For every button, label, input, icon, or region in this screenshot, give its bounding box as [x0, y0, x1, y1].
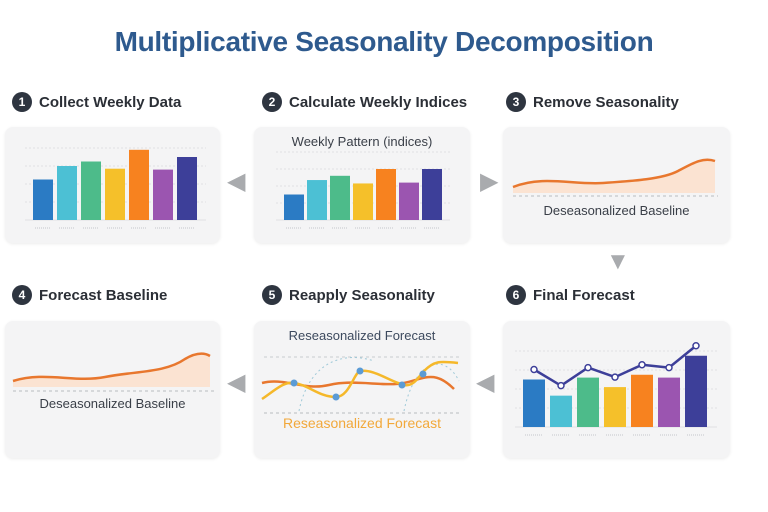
step-label: Calculate Weekly Indices: [289, 93, 468, 111]
data-point: [356, 367, 364, 375]
bar: [685, 355, 707, 427]
arrow-left-icon: ◀︎: [476, 369, 495, 396]
bar: [33, 179, 53, 220]
bar: [153, 169, 173, 220]
panel-weekly-indices: Weekly Pattern (indices): [254, 127, 470, 243]
forecast-point: [692, 342, 700, 350]
bar: [105, 168, 125, 220]
step-3-header: 3 Remove Seasonality: [506, 92, 679, 112]
bar: [353, 183, 373, 220]
bar: [330, 175, 350, 220]
panel-reapply-seasonality: Reseasonalized Forecast Reseasonalized F…: [254, 321, 470, 458]
step-number: 4: [12, 285, 32, 305]
step-4-header: 4 Forecast Baseline: [12, 285, 167, 305]
baseline-area: [13, 353, 210, 387]
page-title: Multiplicative Seasonality Decomposition: [114, 26, 654, 57]
step-label: Reapply Seasonality: [289, 286, 435, 304]
data-point: [398, 381, 406, 389]
panel-remove-seasonality: Deseasonalized Baseline: [503, 127, 730, 243]
bar: [81, 161, 101, 220]
bar: [523, 379, 545, 427]
bar: [604, 387, 626, 427]
weekly-pattern-title: Weekly Pattern (indices): [291, 134, 433, 149]
step-label: Final Forecast: [533, 286, 635, 304]
forecast-point: [530, 365, 538, 374]
bar: [129, 149, 149, 220]
bar: [177, 157, 197, 220]
forecast-point: [611, 373, 619, 381]
weekly-indices-chart: [276, 151, 450, 229]
deseasonalized-chart: [512, 158, 718, 197]
reseasonalized-title: Reseasonalized Forecast: [288, 328, 436, 343]
bar: [577, 377, 599, 427]
weekly-data-chart: [25, 147, 206, 229]
arrow-right-icon: ▶︎: [480, 168, 499, 195]
bar: [631, 374, 653, 427]
arrow-left-icon: ◀︎: [227, 168, 246, 195]
baseline-area: [513, 159, 715, 193]
bar: [550, 395, 572, 427]
panel-forecast-baseline: Deseasonalized Baseline: [5, 321, 220, 458]
step-1-header: 1 Collect Weekly Data: [12, 92, 181, 112]
step-number: 3: [506, 92, 526, 112]
step-2-header: 2 Calculate Weekly Indices: [262, 92, 467, 112]
arrow-left-icon: ◀︎: [227, 369, 246, 396]
step-6-header: 6 Final Forecast: [506, 285, 635, 305]
step-number: 2: [262, 92, 282, 112]
step-number: 1: [12, 92, 32, 112]
forecast-point: [584, 363, 592, 372]
panel-final-forecast: [503, 321, 730, 458]
deseasonalized-label: Deseasonalized Baseline: [39, 396, 186, 411]
bar: [57, 166, 77, 220]
step-number: 6: [506, 285, 526, 305]
reseasonalized-caption: Reseasonalized Forecast: [283, 415, 441, 431]
seasonal-arc: [403, 363, 460, 412]
baseline-line: [512, 158, 716, 189]
final-forecast-chart: [515, 342, 717, 436]
arrow-down-icon: ▼︎: [606, 248, 630, 275]
data-point: [332, 393, 340, 401]
panel-weekly-data: [5, 127, 220, 243]
data-point: [290, 379, 298, 387]
data-point: [419, 370, 427, 378]
step-number: 5: [262, 285, 282, 305]
forecast-baseline-chart: [12, 352, 215, 392]
bar: [376, 169, 396, 220]
forecast-point: [638, 361, 646, 369]
bar: [307, 180, 327, 220]
step-5-header: 5 Reapply Seasonality: [262, 285, 435, 305]
forecast-point: [665, 363, 673, 372]
bar: [284, 194, 304, 220]
step-label: Forecast Baseline: [39, 286, 168, 304]
step-label: Remove Seasonality: [533, 93, 679, 111]
bar: [422, 169, 442, 220]
reseasonalized-chart: [261, 356, 460, 414]
bar: [399, 182, 419, 220]
forecast-point: [557, 381, 565, 390]
bar: [658, 377, 680, 427]
step-label: Collect Weekly Data: [39, 93, 182, 111]
baseline-line: [12, 352, 211, 383]
deseasonalized-label: Deseasonalized Baseline: [543, 203, 690, 218]
